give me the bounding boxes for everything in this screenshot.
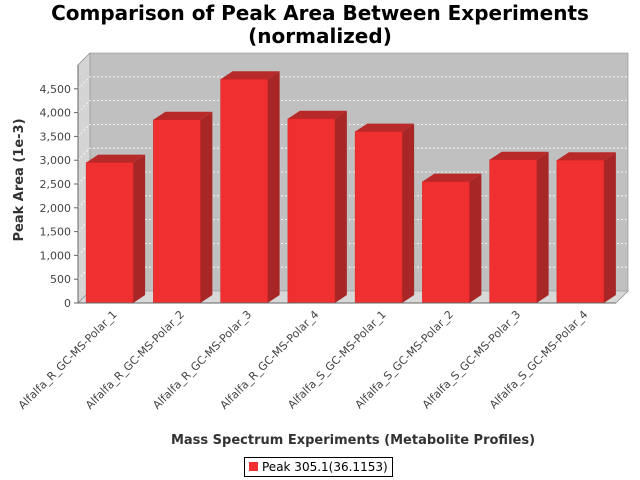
y-tick-label: 2,500 [40, 178, 72, 191]
legend: Peak 305.1(36.1153) [244, 457, 393, 477]
bar-side [402, 123, 415, 303]
chart-title: Comparison of Peak Area Between Experime… [0, 2, 640, 48]
y-tick-label: 1,500 [40, 226, 72, 239]
bar-side [603, 152, 616, 303]
bar-top [287, 110, 347, 119]
bar-top [153, 111, 213, 120]
bar-side [536, 151, 549, 303]
y-tick-label: 4,000 [40, 107, 72, 120]
bar-top [556, 152, 616, 161]
bar-side [267, 71, 280, 303]
bar-top [86, 154, 146, 163]
bar-front [556, 159, 605, 304]
bar-front [220, 79, 268, 304]
chart-title-line-2: (normalized) [248, 24, 392, 48]
bar-side [334, 110, 347, 304]
y-tick-label: 3,500 [40, 130, 72, 143]
bar-front [422, 181, 470, 304]
chart-title-line-1: Comparison of Peak Area Between Experime… [51, 1, 589, 25]
bar [85, 154, 146, 304]
y-tick-label: 2,000 [40, 202, 72, 215]
bar [489, 151, 549, 304]
gridline [77, 100, 628, 113]
bar-top [220, 71, 280, 80]
bar-top [489, 151, 549, 160]
bar-top [422, 173, 482, 182]
bar-side [133, 154, 146, 303]
y-tick-label: 500 [50, 273, 71, 286]
bar-front [287, 118, 336, 304]
bar-side [469, 173, 482, 303]
bar-top [355, 123, 415, 132]
gridline [77, 76, 628, 90]
bar [153, 111, 213, 304]
bar [422, 173, 482, 304]
bar-front [489, 159, 537, 304]
bar-front [85, 162, 134, 304]
legend-label: Peak 305.1(36.1153) [262, 460, 388, 474]
bar [287, 110, 347, 304]
bar [220, 71, 280, 304]
gridline [77, 124, 628, 137]
y-tick-label: 1,000 [40, 249, 72, 262]
gridline [77, 147, 628, 161]
bar-side [200, 111, 213, 304]
legend-swatch [249, 462, 258, 471]
y-tick-label: 4,500 [40, 83, 72, 96]
y-axis-title: Peak Area (1e-3) [12, 118, 27, 241]
bar [354, 123, 415, 304]
bar-front [354, 131, 403, 304]
bar-front [153, 119, 201, 304]
y-tick-label: 0 [64, 297, 71, 310]
y-tick-label: 3,000 [40, 154, 72, 167]
x-axis-title: Mass Spectrum Experiments (Metabolite Pr… [171, 433, 535, 448]
bar [556, 152, 616, 304]
